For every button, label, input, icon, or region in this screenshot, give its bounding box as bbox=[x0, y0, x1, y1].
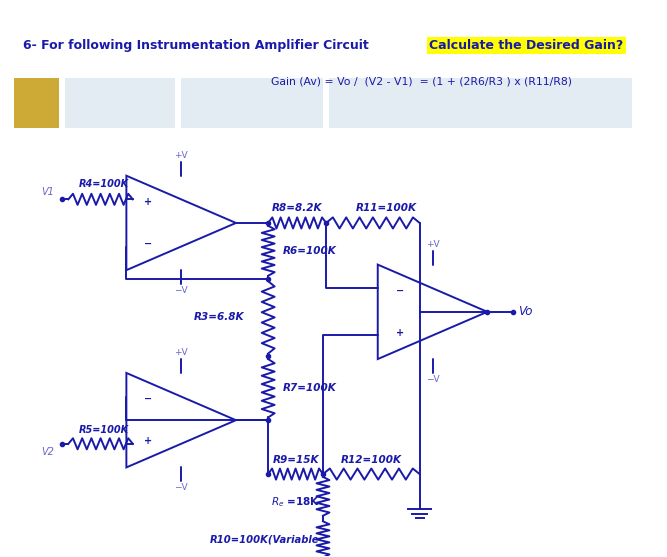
Text: R9=15K: R9=15K bbox=[272, 455, 319, 465]
Text: R11=100K: R11=100K bbox=[356, 203, 416, 213]
Text: R8=8.2K: R8=8.2K bbox=[272, 203, 322, 213]
Text: V2: V2 bbox=[41, 447, 54, 457]
Text: R4=100K: R4=100K bbox=[79, 179, 129, 189]
Text: −V: −V bbox=[174, 286, 188, 295]
Text: R12=100K: R12=100K bbox=[341, 455, 402, 465]
Text: +: + bbox=[144, 197, 152, 207]
Text: R3=6.8K: R3=6.8K bbox=[194, 312, 245, 323]
Text: +V: +V bbox=[426, 240, 440, 249]
Text: +V: +V bbox=[174, 348, 188, 358]
FancyBboxPatch shape bbox=[329, 79, 632, 129]
Text: −V: −V bbox=[426, 375, 440, 384]
Text: +V: +V bbox=[174, 151, 188, 160]
Text: Gain (Av) = Vo /  (V2 - V1)  = (1 + (2R6/R3 ) x (R11/R8): Gain (Av) = Vo / (V2 - V1) = (1 + (2R6/R… bbox=[271, 76, 572, 86]
Text: −: − bbox=[396, 286, 404, 296]
Text: R6=100K: R6=100K bbox=[282, 246, 336, 256]
Text: R5=100K: R5=100K bbox=[79, 425, 129, 435]
Text: R10=100K(Variable: R10=100K(Variable bbox=[210, 534, 319, 544]
Text: V1: V1 bbox=[41, 187, 54, 197]
Text: −: − bbox=[144, 394, 152, 404]
Text: Calculate the Desired Gain?: Calculate the Desired Gain? bbox=[430, 38, 624, 52]
FancyBboxPatch shape bbox=[181, 79, 323, 129]
Text: −: − bbox=[144, 239, 152, 249]
Text: −V: −V bbox=[174, 483, 188, 492]
Text: $R_e$ =18K: $R_e$ =18K bbox=[271, 495, 319, 509]
Text: +: + bbox=[144, 437, 152, 446]
Text: +: + bbox=[396, 328, 404, 338]
FancyBboxPatch shape bbox=[65, 79, 175, 129]
Text: 6- For following Instrumentation Amplifier Circuit: 6- For following Instrumentation Amplifi… bbox=[23, 38, 374, 52]
Text: R7=100K: R7=100K bbox=[282, 383, 336, 393]
Text: Vo: Vo bbox=[518, 305, 533, 319]
FancyBboxPatch shape bbox=[13, 79, 59, 129]
